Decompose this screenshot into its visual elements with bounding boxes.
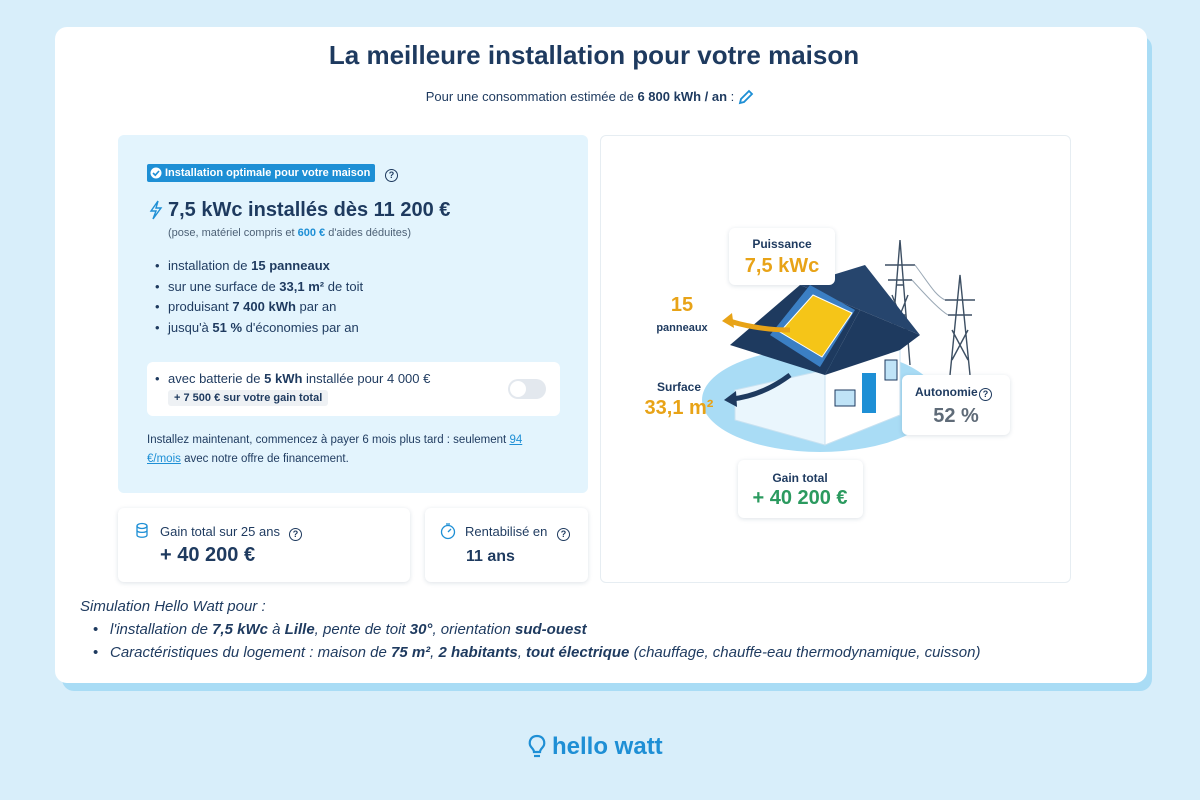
badge: Installation optimale pour votre maison <box>147 164 376 182</box>
text-fragment: installée pour 4 000 € <box>302 371 431 386</box>
text-fragment: d'aides déduites) <box>325 227 412 239</box>
text-fragment: 15 panneaux <box>251 258 330 273</box>
bolt-icon <box>149 200 163 220</box>
text-fragment[interactable]: 94 €/mois <box>147 434 523 465</box>
text-fragment: 7,5 kWc <box>212 621 268 638</box>
feature: sur une surface de 33,1 m² de toit <box>168 279 363 294</box>
subtitle: Pour une consommation estimée de 6 800 k… <box>426 89 735 104</box>
stat-value: + 40 200 € <box>160 544 256 566</box>
edit-icon[interactable] <box>738 89 754 105</box>
headline: 7,5 kWc installés dès 11 200 € <box>168 199 451 221</box>
gain-label: Gain total <box>772 471 828 485</box>
bullet: • <box>93 644 99 661</box>
text-fragment: à <box>267 621 285 638</box>
note: (pose, matériel compris et 600 € d'aides… <box>168 227 411 239</box>
text-fragment: par an <box>295 299 337 314</box>
text-fragment: 600 € <box>297 227 326 239</box>
text-fragment: 75 m² <box>390 644 431 661</box>
bullet: • <box>155 371 160 386</box>
bullet: • <box>155 258 160 273</box>
battery-text: avec batterie de 5 kWh installée pour 4 … <box>168 371 430 386</box>
text-fragment: 33,1 m² <box>279 278 325 294</box>
text-fragment: 7 400 kWh <box>232 299 296 314</box>
text-fragment: d'économies par an <box>242 319 359 335</box>
power-card <box>729 228 835 285</box>
panels-value: 15 <box>670 294 694 316</box>
text-fragment: 5 kWh <box>264 371 303 386</box>
help-icon[interactable]: ? <box>385 165 398 183</box>
badge-check <box>150 167 162 179</box>
logo-icon <box>528 734 546 758</box>
text-fragment: (chauffage, chauffe-eau thermodynamique,… <box>629 644 981 661</box>
text-fragment: installation de <box>168 258 252 273</box>
text-fragment: Installez maintenant, commencez à payer … <box>147 434 510 446</box>
text-fragment: jusqu'à <box>168 319 213 335</box>
text-fragment: , <box>430 644 439 661</box>
panels-label: panneaux <box>656 322 708 334</box>
bullet: • <box>155 299 160 314</box>
clock-icon <box>440 523 456 540</box>
footnote-item: l'installation de 7,5 kWc à Lille, pente… <box>110 621 587 638</box>
financing: Installez maintenant, commencez à payer … <box>147 431 527 469</box>
text-fragment: avec notre offre de financement. <box>180 453 349 465</box>
text-fragment: Lille <box>284 621 315 638</box>
stat-card <box>425 508 588 582</box>
text-fragment: Pour une consommation estimée de <box>425 89 638 104</box>
power-label: Puissance <box>752 237 812 251</box>
surface-label: Surface <box>656 380 702 394</box>
title: La meilleure installation pour votre mai… <box>328 40 860 70</box>
bullet: • <box>155 278 160 294</box>
text-fragment: Caractéristiques du logement : maison de <box>110 644 391 661</box>
battery-box <box>147 362 560 416</box>
text-fragment: l'installation de <box>110 621 213 638</box>
text-fragment: de toit <box>324 278 364 294</box>
help-icon[interactable]: ? <box>557 524 570 542</box>
feature: installation de 15 panneaux <box>168 258 330 273</box>
autonomy-value: 52 % <box>933 405 979 427</box>
feature: produisant 7 400 kWh par an <box>168 299 336 314</box>
bullet: • <box>93 621 99 638</box>
feature: jusqu'à 51 % d'économies par an <box>168 320 359 335</box>
help-icon[interactable]: ? <box>979 384 992 402</box>
stat-label: Rentabilisé en <box>465 524 548 539</box>
house-illustration <box>702 239 975 452</box>
text-fragment: avec batterie de <box>168 371 265 386</box>
stat-value: 11 ans <box>466 548 515 565</box>
bullet: • <box>155 319 160 335</box>
battery-tag: + 7 500 € sur votre gain total <box>168 390 329 406</box>
text-fragment: , orientation <box>432 621 515 638</box>
footnote-item: Caractéristiques du logement : maison de… <box>110 644 980 661</box>
stat-card <box>118 508 410 582</box>
coins-icon <box>136 522 148 538</box>
battery-toggle[interactable] <box>508 379 546 399</box>
text-fragment: 30° <box>409 621 433 638</box>
surface-value: 33,1 m² <box>644 397 714 419</box>
text-fragment: (pose, matériel compris et <box>168 227 298 239</box>
footnote-intro: Simulation Hello Watt pour : <box>80 598 266 615</box>
power-value: 7,5 kWc <box>744 255 820 277</box>
logo: hello watt <box>552 733 663 760</box>
text-fragment: , <box>517 644 527 661</box>
text-fragment: tout électrique <box>526 644 630 661</box>
gain-card <box>738 460 863 518</box>
text-fragment: sud-ouest <box>515 621 587 638</box>
text-fragment: sur une surface de <box>168 278 280 294</box>
text-fragment: produisant <box>168 299 233 314</box>
autonomy-label: Autonomie <box>915 385 978 399</box>
offer-panel <box>118 135 588 493</box>
autonomy-card <box>902 375 1010 435</box>
text-fragment: 6 800 kWh / an <box>637 89 728 104</box>
text-fragment: , pente de toit <box>314 621 410 638</box>
text-fragment: 2 habitants <box>438 644 518 661</box>
help-icon[interactable]: ? <box>289 524 302 542</box>
text-fragment: : <box>727 89 735 104</box>
stat-label: Gain total sur 25 ans <box>160 524 280 539</box>
text-fragment: 51 % <box>212 319 243 335</box>
gain-value: + 40 200 € <box>752 487 848 509</box>
